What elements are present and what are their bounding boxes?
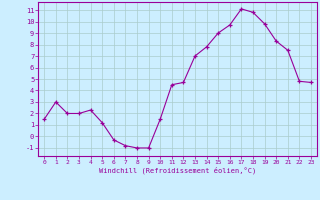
X-axis label: Windchill (Refroidissement éolien,°C): Windchill (Refroidissement éolien,°C): [99, 167, 256, 174]
